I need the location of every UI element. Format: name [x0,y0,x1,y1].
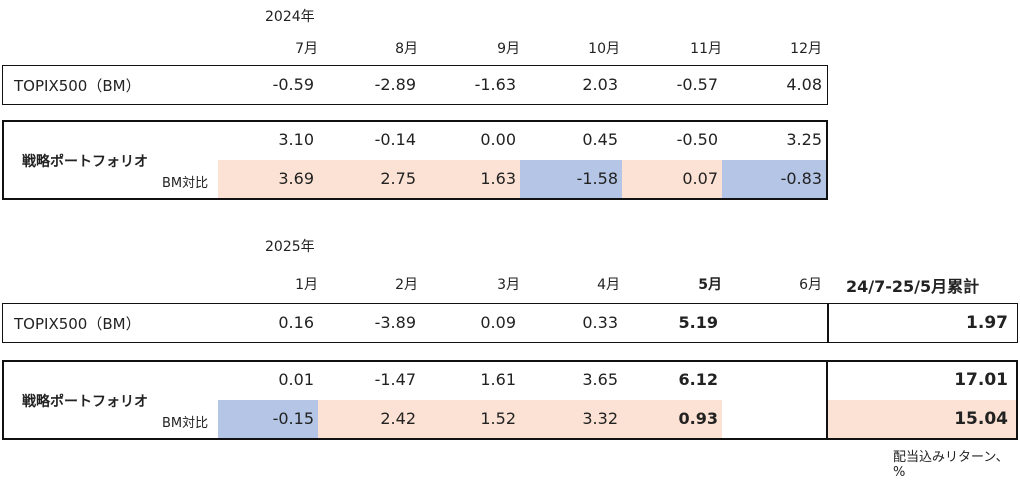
bm-value [722,304,826,342]
diff-value: 2.42 [318,400,420,438]
strategy-value: -0.14 [374,130,416,149]
strategy-value: 0.45 [582,130,618,149]
bm-row-label: TOPIX500（BM） [14,77,141,95]
month-header: 7月 [295,41,318,57]
strategy-value: 0.00 [480,130,516,149]
bm-value: -0.59 [272,75,314,94]
footnote: 配当込みリターン、% [893,450,1009,480]
diff-value: 0.07 [622,160,722,198]
month-header: 8月 [395,41,418,57]
diff-value: 2.75 [318,160,420,198]
diff-value: 1.63 [420,160,520,198]
strategy-value: 1.61 [480,370,516,389]
month-header: 11月 [690,41,722,57]
diff-value: 3.69 [218,160,318,198]
bm-value: -0.57 [676,75,718,94]
diff-value: 1.52 [420,400,520,438]
diff-value: 3.32 [520,400,622,438]
month-header: 1月 [295,277,318,293]
diff-value: -0.83 [722,160,826,198]
diff-label: BM対比 [162,176,209,191]
strategy-cumulative-value: 17.01 [954,370,1008,390]
strategy-value: -0.50 [676,130,718,149]
bm-value: 0.16 [278,313,314,332]
month-header: 4月 [597,277,620,293]
diff-label: BM対比 [162,416,209,431]
bm-value: -3.89 [374,313,416,332]
bm-value: 5.19 [678,313,718,332]
diff-value: -0.15 [218,400,318,438]
bm-value: -1.63 [474,75,516,94]
month-header: 12月 [790,41,822,57]
bm-row-box-2024 [2,65,828,105]
month-header: 9月 [497,41,520,57]
diff-value: 0.93 [622,400,722,438]
month-header: 6月 [799,277,822,293]
strategy-value: 3.10 [278,130,314,149]
bm-cumulative-value: 1.97 [966,313,1008,333]
strategy-value: 3.65 [582,370,618,389]
strategy-block-box-2024 [2,120,828,200]
month-header: 5月 [698,277,722,293]
month-header: 2月 [395,277,418,293]
year-2025-label: 2025年 [265,239,315,255]
bm-row-label: TOPIX500（BM） [14,315,141,333]
strategy-cumulative-box [826,360,1018,440]
bm-cumulative-box [828,303,1018,343]
bm-value: -2.89 [374,75,416,94]
strategy-value: 6.12 [678,370,718,389]
strategy-value: 0.01 [278,370,314,389]
bm-value: 4.08 [786,75,822,94]
strategy-value: -1.47 [374,370,416,389]
diff-value: -1.58 [520,160,622,198]
strategy-label: 戦略ポートフォリオ [22,394,148,410]
bm-row-box-2025 [2,303,828,343]
cumulative-header: 24/7-25/5月累計 [846,277,980,296]
strategy-label: 戦略ポートフォリオ [22,154,148,170]
month-header: 10月 [588,41,620,57]
bm-value: 0.33 [582,313,618,332]
diff-cumulative-value: 15.04 [828,400,1018,438]
bm-value: 2.03 [582,75,618,94]
year-2024-label: 2024年 [265,9,315,25]
strategy-value: 3.25 [786,130,822,149]
month-header: 3月 [497,277,520,293]
bm-value: 0.09 [480,313,516,332]
